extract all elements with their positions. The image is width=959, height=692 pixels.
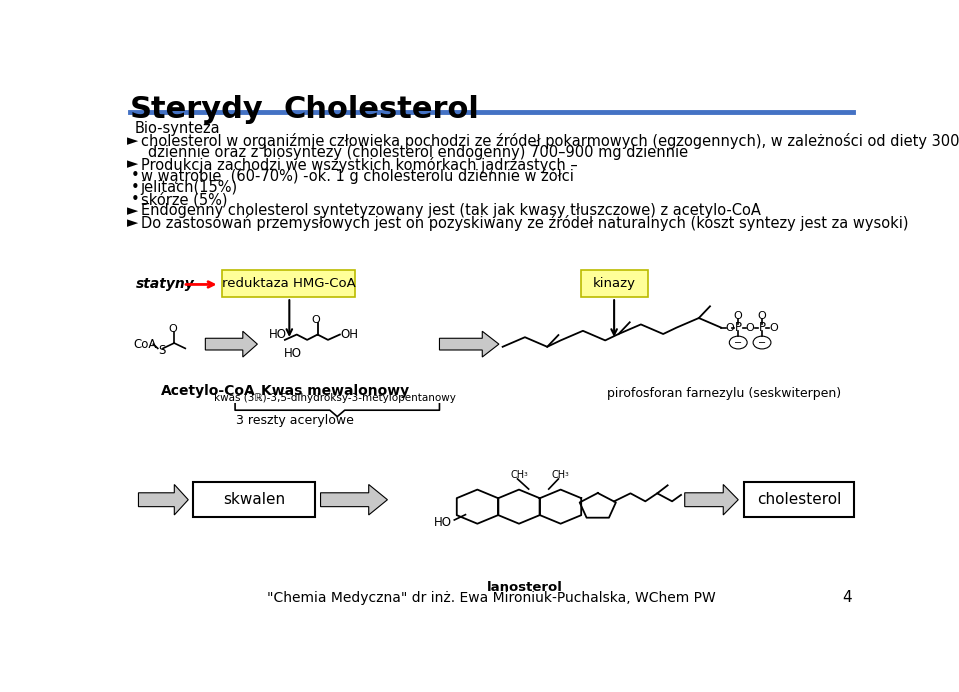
Text: dziennie oraz z biosyntezy (cholesterol endogenny) 700–900 mg dziennie: dziennie oraz z biosyntezy (cholesterol …	[148, 145, 689, 160]
Text: P: P	[735, 321, 741, 334]
Text: Sterydy: Sterydy	[129, 95, 264, 125]
Text: −: −	[758, 338, 766, 347]
Text: Endogenny cholesterol syntetyzowany jest (tak jak kwasy tłuszczowe) z acetylo-Co: Endogenny cholesterol syntetyzowany jest…	[141, 203, 760, 219]
Text: O: O	[168, 325, 177, 334]
Text: ►: ►	[128, 203, 138, 219]
Text: w wątrobie  (60-70%) -ok. 1 g cholesterolu dziennie w żółci: w wątrobie (60-70%) -ok. 1 g cholesterol…	[141, 168, 573, 184]
Text: kinazy: kinazy	[593, 277, 636, 290]
Text: reduktaza HMG-CoA: reduktaza HMG-CoA	[222, 277, 356, 290]
Text: O: O	[734, 311, 742, 321]
Text: kwas (3ℝ)-3,5-dihydroksy-3-metylopentanowy: kwas (3ℝ)-3,5-dihydroksy-3-metylopentano…	[215, 393, 456, 403]
Text: pirofosforan farnezylu (seskwiterpen): pirofosforan farnezylu (seskwiterpen)	[607, 387, 841, 400]
Text: ►: ►	[128, 156, 138, 172]
Text: O: O	[758, 311, 766, 321]
Bar	[193, 482, 316, 517]
Text: ►: ►	[128, 215, 138, 230]
Text: O: O	[725, 322, 734, 333]
Bar	[581, 269, 647, 298]
Text: jelitach(15%): jelitach(15%)	[141, 180, 238, 195]
FancyArrow shape	[439, 331, 499, 357]
Text: Produkcja zachodzi we wszystkich komórkach jądrzastych –: Produkcja zachodzi we wszystkich komórka…	[141, 156, 577, 172]
Text: ►: ►	[128, 133, 138, 148]
Text: cholesterol w organiźmie człowieka pochodzi ze źródeł pokarmowych (egzogennych),: cholesterol w organiźmie człowieka pocho…	[141, 133, 959, 149]
FancyArrow shape	[685, 484, 738, 515]
Text: Bio-synteza: Bio-synteza	[134, 121, 221, 136]
Text: O: O	[746, 322, 755, 333]
Text: Do zastosowań przemysłowych jest on pozyskiwany ze źródeł naturalnych (koszt syn: Do zastosowań przemysłowych jest on pozy…	[141, 215, 908, 231]
Text: 3 reszty acerylowe: 3 reszty acerylowe	[236, 415, 354, 428]
Text: skórze (5%): skórze (5%)	[141, 192, 227, 207]
Text: skwalen: skwalen	[222, 492, 285, 507]
Text: cholesterol: cholesterol	[757, 492, 841, 507]
Text: HO: HO	[284, 347, 301, 361]
Text: CH: CH	[510, 470, 525, 480]
Bar	[744, 482, 854, 517]
Text: Kwas mewalonowy: Kwas mewalonowy	[262, 384, 409, 398]
Text: P: P	[759, 321, 765, 334]
Text: HO: HO	[269, 328, 287, 341]
Text: Cholesterol: Cholesterol	[284, 95, 480, 125]
Text: Acetylo-CoA: Acetylo-CoA	[161, 384, 255, 398]
Text: −: −	[735, 338, 742, 347]
Text: •: •	[130, 192, 139, 207]
Text: "Chemia Medyczna" dr inż. Ewa Mironiuk-Puchalska, WChem PW: "Chemia Medyczna" dr inż. Ewa Mironiuk-P…	[268, 591, 715, 606]
FancyArrow shape	[205, 331, 257, 357]
Text: $_3$: $_3$	[524, 470, 528, 479]
Text: OH: OH	[340, 328, 359, 341]
Text: lanosterol: lanosterol	[487, 581, 563, 594]
Bar	[222, 269, 355, 298]
Text: CoA: CoA	[133, 338, 156, 351]
FancyArrow shape	[320, 484, 387, 515]
Text: $_3$: $_3$	[564, 470, 570, 479]
Text: •: •	[130, 168, 139, 183]
Text: •: •	[130, 180, 139, 195]
FancyArrow shape	[138, 484, 188, 515]
Text: O: O	[769, 322, 779, 333]
Text: statyny: statyny	[136, 277, 195, 291]
Text: HO: HO	[434, 516, 453, 529]
Text: S: S	[158, 344, 165, 357]
Text: CH: CH	[551, 470, 566, 480]
Text: 4: 4	[842, 590, 852, 606]
Text: O: O	[312, 315, 320, 325]
